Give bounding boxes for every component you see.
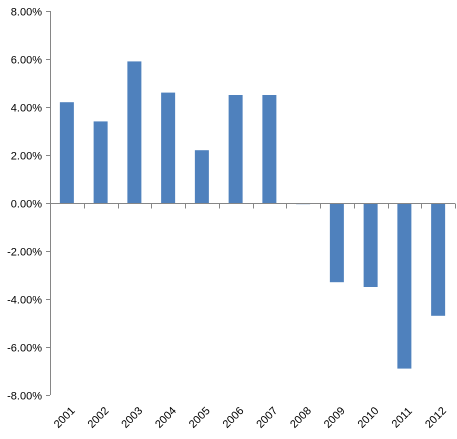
bar-2003 [127, 61, 142, 204]
bar-2009 [329, 203, 344, 283]
y-axis: 8.00% 6.00% 4.00% 2.00% 0.00% -2.00% -4.00% -6.… [7, 7, 51, 403]
bar-2011 [397, 203, 412, 369]
bar-2005 [194, 150, 209, 203]
x-axis: 2001 2002 2003 2004 2005 2006 2007 2008 2009 2010… [50, 203, 456, 431]
y-tick-label: -4.00% [7, 295, 42, 307]
y-tick-label: 8.00% [11, 7, 42, 19]
bar-2002 [93, 121, 108, 203]
x-tick-label: 2007 [254, 405, 280, 431]
bar-2012 [431, 203, 446, 316]
x-tick-label: 2001 [52, 405, 78, 431]
bars [59, 61, 446, 369]
x-tick-label: 2004 [153, 405, 179, 431]
x-tick-label: 2011 [390, 405, 415, 430]
x-tick-label: 2006 [221, 405, 247, 431]
bar-2010 [363, 203, 378, 287]
bar-2006 [228, 95, 243, 203]
y-tick-label: -2.00% [7, 247, 42, 259]
y-tick-label: 2.00% [11, 151, 42, 163]
bar-2004 [161, 92, 176, 203]
y-tick-label: -6.00% [7, 343, 42, 355]
y-tick-label: 0.00% [11, 199, 42, 211]
x-tick-label: 2010 [356, 405, 382, 431]
y-tick-label: -8.00% [7, 391, 42, 403]
x-tick-label: 2005 [187, 405, 213, 431]
bar-2001 [59, 102, 74, 203]
bar-2007 [262, 95, 277, 203]
y-tick-label: 4.00% [11, 103, 42, 115]
x-tick-label: 2003 [119, 405, 145, 431]
x-tick-label: 2012 [423, 405, 449, 431]
x-tick-label: 2002 [86, 405, 112, 431]
y-tick-label: 6.00% [11, 55, 42, 67]
x-tick-label: 2009 [322, 405, 348, 431]
x-tick-label: 2008 [288, 405, 314, 431]
